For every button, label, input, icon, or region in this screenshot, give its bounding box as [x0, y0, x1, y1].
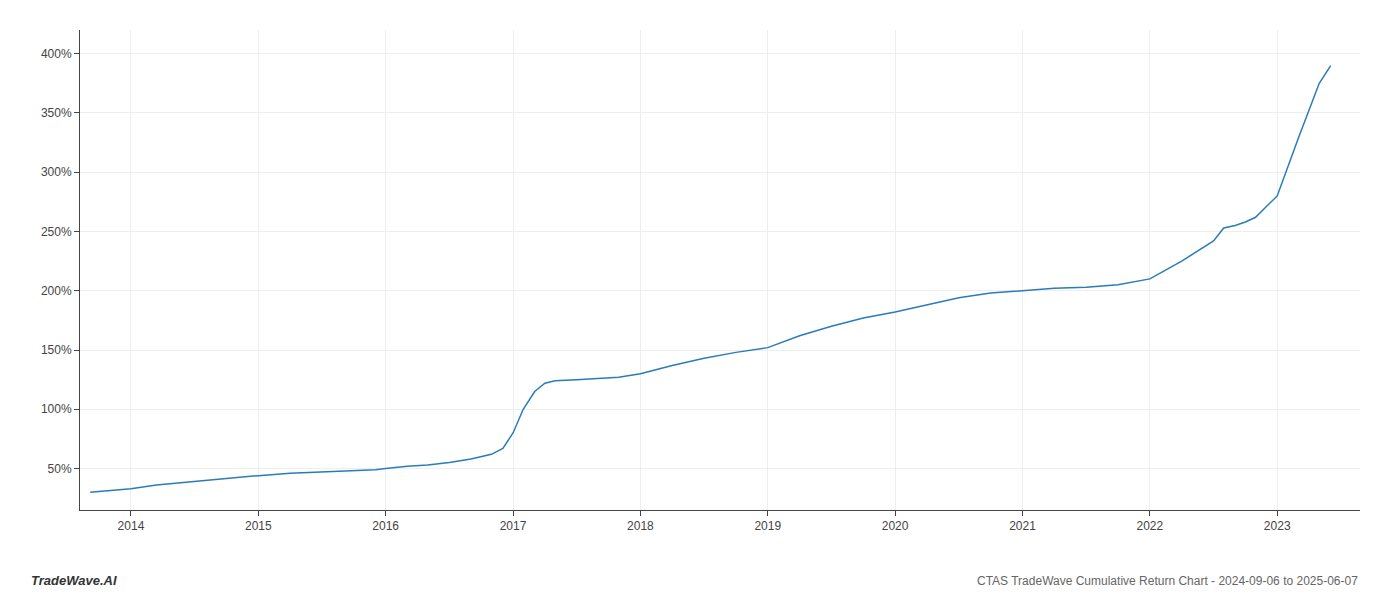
svg-text:2020: 2020: [882, 519, 909, 533]
svg-text:350%: 350%: [41, 106, 72, 120]
svg-text:2018: 2018: [627, 519, 654, 533]
svg-text:2014: 2014: [118, 519, 145, 533]
svg-text:200%: 200%: [41, 284, 72, 298]
svg-text:TradeWave.AI: TradeWave.AI: [31, 573, 117, 588]
svg-text:CTAS TradeWave Cumulative Retu: CTAS TradeWave Cumulative Return Chart -…: [977, 574, 1358, 588]
svg-text:2015: 2015: [245, 519, 272, 533]
svg-text:300%: 300%: [41, 165, 72, 179]
svg-text:2017: 2017: [500, 519, 527, 533]
svg-text:2022: 2022: [1136, 519, 1163, 533]
svg-text:400%: 400%: [41, 47, 72, 61]
svg-text:2019: 2019: [754, 519, 781, 533]
svg-text:250%: 250%: [41, 225, 72, 239]
svg-text:2016: 2016: [372, 519, 399, 533]
svg-text:2021: 2021: [1009, 519, 1036, 533]
svg-text:150%: 150%: [41, 343, 72, 357]
svg-text:50%: 50%: [48, 462, 72, 476]
svg-text:2023: 2023: [1264, 519, 1291, 533]
svg-text:100%: 100%: [41, 402, 72, 416]
